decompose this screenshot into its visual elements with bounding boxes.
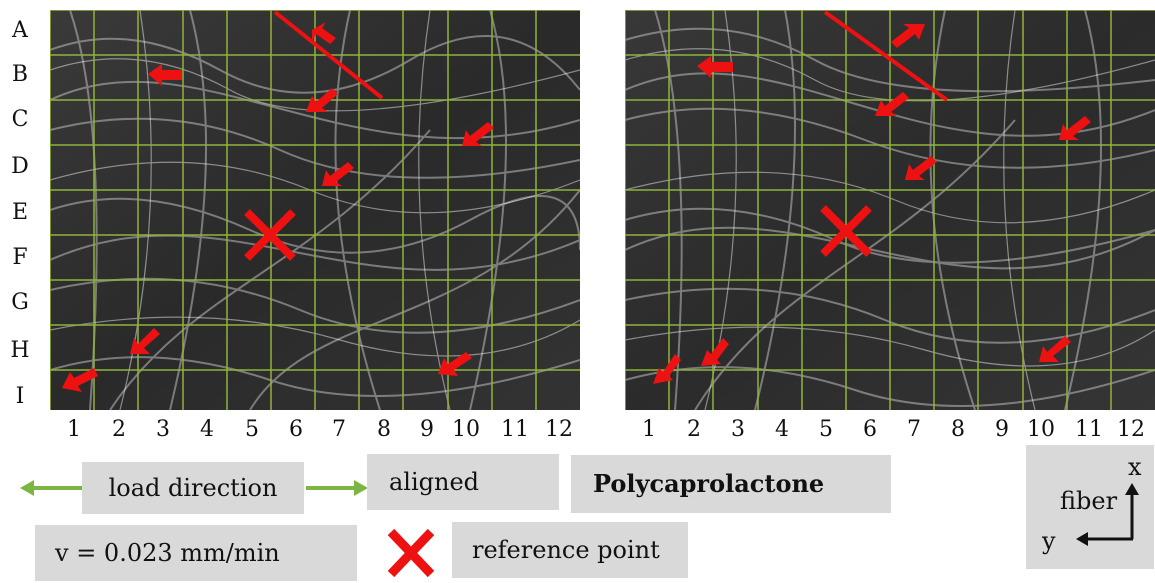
reference-point-label: reference point (452, 522, 688, 578)
row-label-b: B (11, 62, 29, 87)
col-label-right-4: 4 (775, 417, 789, 442)
red-arrow (306, 88, 338, 112)
col-label-left-1: 1 (67, 417, 81, 442)
red-arrows (653, 24, 1091, 384)
red-arrow (697, 56, 733, 78)
row-label-c: C (11, 107, 29, 132)
col-label-left-4: 4 (200, 417, 214, 442)
aligned-line (273, 10, 384, 100)
reference-point-marker (244, 209, 296, 261)
red-arrow (462, 122, 494, 146)
col-label-left-5: 5 (245, 417, 259, 442)
reference-point-text: reference point (472, 536, 660, 564)
red-arrow (438, 352, 472, 376)
col-label-left-9: 9 (420, 417, 434, 442)
red-arrow (312, 22, 336, 44)
row-label-d: D (11, 154, 29, 179)
material-text: Polycaprolactone (593, 469, 825, 498)
aligned-label: aligned (367, 454, 559, 510)
reference-point-marker (820, 205, 872, 257)
col-label-left-7: 7 (332, 417, 346, 442)
row-label-g: G (11, 290, 29, 315)
red-arrow (891, 24, 925, 48)
col-label-left-8: 8 (377, 417, 391, 442)
col-label-left-6: 6 (289, 417, 303, 442)
row-label-e: E (11, 200, 29, 225)
aligned-text: aligned (389, 468, 480, 496)
axes-legend: x fiber y (1026, 445, 1154, 569)
col-label-right-2: 2 (687, 417, 701, 442)
velocity-text: v = 0.023 mm/min (55, 539, 280, 567)
load-direction-text: load direction (108, 474, 278, 502)
col-label-right-3: 3 (731, 417, 745, 442)
red-arrow (1039, 336, 1071, 362)
red-arrow (148, 64, 182, 86)
red-arrow (1059, 116, 1091, 140)
left-green-arrow-icon (20, 480, 82, 496)
row-label-f: F (12, 245, 28, 270)
col-label-left-2: 2 (112, 417, 126, 442)
sem-image-right (625, 10, 1155, 410)
red-arrow (62, 368, 98, 392)
red-arrow (905, 156, 937, 180)
col-label-right-5: 5 (819, 417, 833, 442)
row-label-h: H (10, 338, 30, 363)
right-green-arrow-icon (306, 480, 368, 496)
row-label-a: A (12, 18, 28, 43)
col-label-right-9: 9 (995, 417, 1009, 442)
velocity-label: v = 0.023 mm/min (35, 525, 357, 581)
material-label: Polycaprolactone (571, 455, 891, 513)
fiber-label: fiber (1060, 487, 1118, 515)
axis-y-label: y (1042, 527, 1056, 555)
col-label-right-10: 10 (1027, 417, 1055, 442)
red-arrow (653, 354, 681, 384)
grid-overlay (50, 10, 580, 410)
col-label-left-3: 3 (156, 417, 170, 442)
col-label-left-12: 12 (545, 417, 573, 442)
col-label-left-10: 10 (452, 417, 480, 442)
load-direction-label: load direction (82, 462, 304, 514)
red-arrow (322, 162, 354, 186)
col-label-right-6: 6 (863, 417, 877, 442)
col-label-left-11: 11 (501, 417, 529, 442)
col-label-right-1: 1 (642, 417, 656, 442)
axis-x-label: x (1128, 453, 1142, 481)
sem-image-left (50, 10, 580, 410)
col-label-right-7: 7 (907, 417, 921, 442)
red-arrow (875, 92, 909, 116)
red-arrow (701, 338, 729, 366)
reference-x-icon (387, 528, 435, 578)
fiber-texture (625, 10, 1155, 410)
red-arrow (130, 328, 160, 354)
row-label-i: I (15, 384, 25, 409)
red-arrows (62, 22, 494, 392)
axis-arrows-icon (1076, 483, 1139, 546)
aligned-line (823, 10, 949, 102)
fiber-texture (50, 10, 580, 410)
col-label-right-8: 8 (951, 417, 965, 442)
col-label-right-11: 11 (1075, 417, 1103, 442)
col-label-right-12: 12 (1117, 417, 1145, 442)
